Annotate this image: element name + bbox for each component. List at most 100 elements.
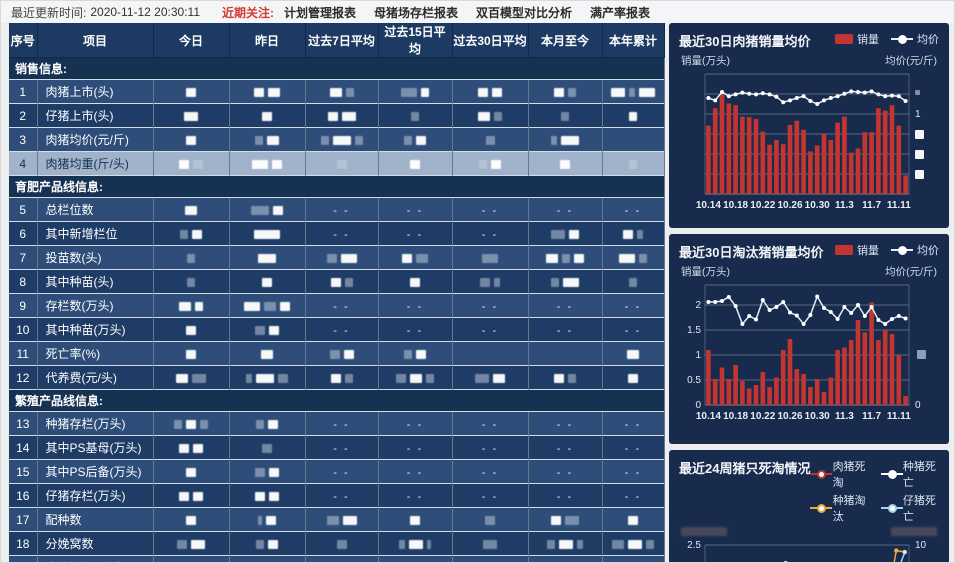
topbar: 最近更新时间: 2020-11-12 20:30:11 近期关注: 计划管理报表… [1, 1, 954, 23]
svg-text:2.5: 2.5 [687, 540, 701, 551]
value-cell-redacted [528, 341, 603, 366]
legend-item[interactable]: 肉猪死淘 [810, 458, 868, 490]
value-cell-redacted [305, 79, 379, 104]
legend-item[interactable]: 仔猪死亡 [880, 492, 939, 524]
value-cell-redacted [378, 365, 453, 390]
table-row[interactable]: 6 其中新增栏位 - -- -- - [9, 221, 665, 246]
cull-pig-sales-price-chart[interactable]: 21.510.50 010.14 10.18 10.22 10.26 10.30 11.3 1… [679, 279, 937, 429]
value-cell-redacted [602, 555, 665, 562]
table-row[interactable]: 8 其中种苗(头) [9, 269, 665, 294]
value-cell-redacted [378, 531, 453, 556]
right-axis-label: 均价(元/斤) [885, 55, 937, 67]
weekly-death-cull-chart[interactable]: 2.521.51086 [679, 536, 937, 563]
value-cell-redacted [378, 555, 453, 562]
value-cell-redacted [229, 411, 306, 436]
table-row[interactable]: 2 仔猪上市(头) [9, 103, 665, 128]
row-label: 投苗数(头) [37, 245, 154, 270]
table-row[interactable]: 19窝均活仔(头/窝) [9, 555, 665, 562]
line-dot-icon [810, 469, 833, 479]
svg-text:11.7: 11.7 [862, 200, 881, 211]
section-row: 育肥产品线信息: [9, 175, 665, 198]
value-cell-redacted [378, 127, 453, 152]
table-row[interactable]: 12 代养费(元/头) [9, 365, 665, 390]
value-cell-redacted: - - [452, 411, 529, 436]
value-cell-redacted [229, 127, 306, 152]
row-label: 配种数 [37, 507, 154, 532]
chart-title: 最近30日淘汰猪销量均价 [679, 245, 824, 260]
update-time-label: 最近更新时间: [11, 5, 87, 20]
svg-text:10.26: 10.26 [777, 200, 802, 211]
topbar-tab[interactable]: 计划管理报表 [284, 5, 357, 20]
value-cell-redacted [153, 531, 230, 556]
value-cell-redacted: - - [452, 459, 529, 484]
column-header: 过去7日平均 [305, 23, 379, 58]
value-cell-redacted [229, 365, 306, 390]
row-number: 4 [9, 151, 38, 176]
value-cell-redacted [602, 341, 665, 366]
row-number: 6 [9, 221, 38, 246]
value-cell-redacted: - - [378, 293, 453, 318]
value-cell-redacted [602, 245, 665, 270]
legend-item-avg-price[interactable]: 均价 [891, 31, 939, 47]
value-cell-redacted: - - [452, 221, 529, 246]
value-cell-redacted [229, 531, 306, 556]
table-row[interactable]: 13 种猪存栏(万头) - -- -- -- -- - [9, 411, 665, 436]
pig-sales-price-chart[interactable]: 1 10.14 10.18 10.22 10.26 10.30 11.3 11.7 11.11 [679, 68, 937, 218]
value-cell-redacted [528, 127, 603, 152]
value-cell-redacted: - - [452, 293, 529, 318]
svg-text:10.22: 10.22 [750, 200, 775, 211]
value-cell-redacted [602, 127, 665, 152]
legend-item-sales[interactable]: 销量 [835, 242, 879, 258]
svg-text:0.5: 0.5 [687, 375, 701, 386]
table-row[interactable]: 17 配种数 [9, 507, 665, 532]
value-cell-redacted: - - [602, 435, 665, 460]
table-row[interactable]: 16 仔猪存栏(万头) - -- -- -- -- - [9, 483, 665, 508]
value-cell-redacted: - - [528, 459, 603, 484]
table-row[interactable]: 7 投苗数(头) [9, 245, 665, 270]
row-label: 分娩窝数 [37, 531, 154, 556]
table-row[interactable]: 4 肉猪均重(斤/头) [9, 151, 665, 176]
table-row[interactable]: 14 其中PS基母(万头) - -- -- -- -- - [9, 435, 665, 460]
value-cell-redacted [452, 151, 529, 176]
value-cell-redacted [153, 127, 230, 152]
svg-text:10.22: 10.22 [750, 411, 775, 422]
line-dot-icon [810, 503, 833, 513]
line-dot-icon [880, 503, 903, 513]
value-cell-redacted [305, 531, 379, 556]
row-label: 肉猪均价(元/斤) [37, 127, 154, 152]
value-cell-redacted [305, 127, 379, 152]
row-number: 2 [9, 103, 38, 128]
table-row[interactable]: 15 其中PS后备(万头) - -- -- -- -- - [9, 459, 665, 484]
table-row[interactable]: 3 肉猪均价(元/斤) [9, 127, 665, 152]
row-label: 仔猪上市(头) [37, 103, 154, 128]
value-cell-redacted [305, 151, 379, 176]
topbar-tabs: 计划管理报表 母猪场存栏报表 双百模型对比分析 满产率报表 [284, 4, 668, 21]
svg-text:0: 0 [695, 400, 701, 411]
topbar-tab[interactable]: 双百模型对比分析 [476, 5, 573, 20]
column-header: 过去15日平均 [378, 23, 453, 58]
legend-item-avg-price[interactable]: 均价 [891, 242, 939, 258]
report-table-scroll-area[interactable]: 序号 项目 今日 昨日 过去7日平均 过去15日平均 过去30日平均 本月至今 本年累计 销售信息… [9, 23, 665, 562]
legend-item[interactable]: 种猪死亡 [880, 458, 939, 490]
legend-item[interactable]: 种猪淘汰 [810, 492, 868, 524]
row-label: 种猪存栏(万头) [37, 411, 154, 436]
value-cell-redacted: - - [528, 317, 603, 342]
value-cell-redacted [229, 293, 306, 318]
legend-item-sales[interactable]: 销量 [835, 31, 879, 47]
value-cell-redacted: - - [378, 197, 453, 222]
topbar-tab[interactable]: 母猪场存栏报表 [374, 5, 459, 20]
table-row[interactable]: 1 肉猪上市(头) [9, 79, 665, 104]
value-cell-redacted: - - [602, 317, 665, 342]
topbar-tab[interactable]: 满产率报表 [590, 5, 651, 20]
section-label: 销售信息: [9, 57, 665, 80]
table-row[interactable]: 5 总栏位数 - -- -- -- -- - [9, 197, 665, 222]
row-number: 3 [9, 127, 38, 152]
value-cell-redacted [153, 459, 230, 484]
value-cell-redacted [378, 151, 453, 176]
value-cell-redacted [229, 151, 306, 176]
table-row[interactable]: 9 存栏数(万头) - -- -- -- -- - [9, 293, 665, 318]
table-row[interactable]: 18 分娩窝数 [9, 531, 665, 556]
table-row[interactable]: 11 死亡率(%) [9, 341, 665, 366]
table-row[interactable]: 10 其中种苗(万头) - -- -- -- -- - [9, 317, 665, 342]
svg-text:10.30: 10.30 [805, 200, 830, 211]
